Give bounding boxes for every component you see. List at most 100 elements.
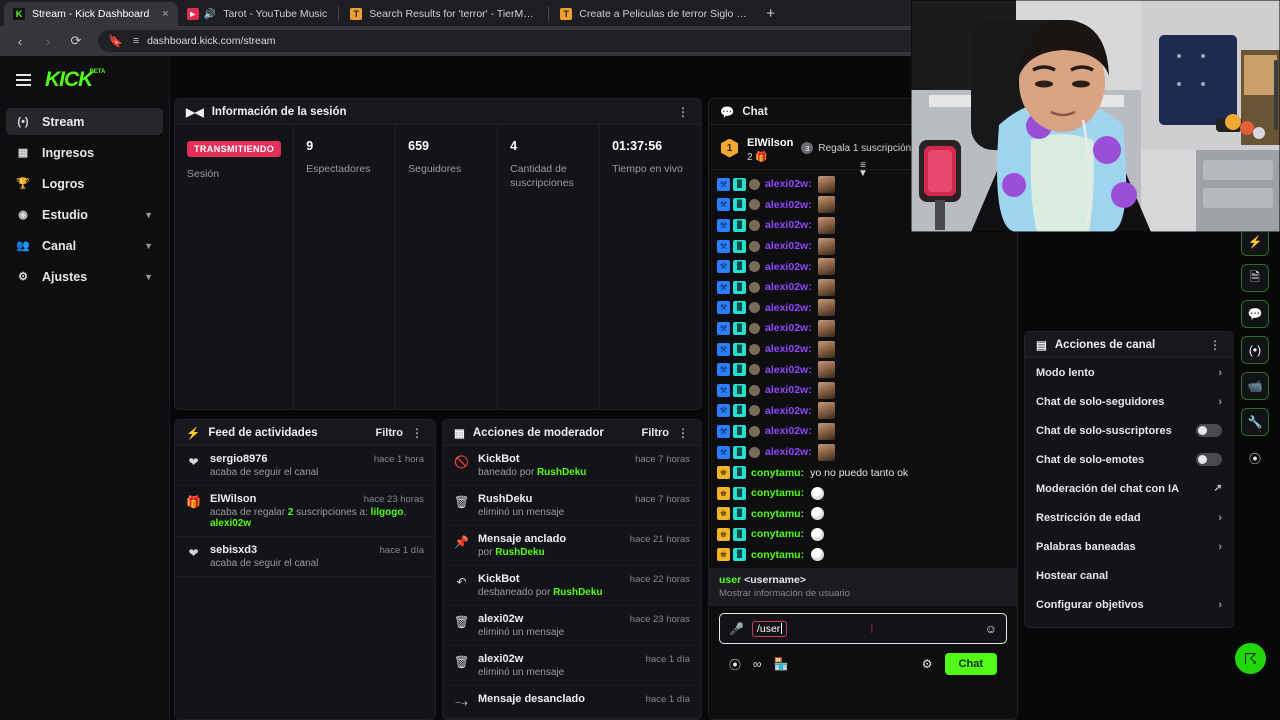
chat-message[interactable]: ♚ ▐▌ conytamu: xyxy=(709,524,1017,545)
broadcast-icon[interactable]: (•) xyxy=(1241,336,1269,364)
browser-tab-1[interactable]: ► 🔊 Tarot - YouTube Music xyxy=(178,2,337,26)
chat-username[interactable]: alexi02w: xyxy=(765,260,812,273)
external-link-icon: ↗ xyxy=(1213,483,1222,494)
chat-username[interactable]: alexi02w: xyxy=(765,404,812,417)
sidebar-item-stream[interactable]: (•) Stream xyxy=(6,108,163,135)
link-icon[interactable]: ∞ xyxy=(753,657,762,671)
sidebar-item-ingresos[interactable]: ▦ Ingresos xyxy=(6,139,163,166)
filter-button[interactable]: Filtro xyxy=(375,426,404,439)
nodes-icon[interactable]: ⦿ xyxy=(1248,451,1261,466)
channel-action-solo-emotes[interactable]: Chat de solo-emotes xyxy=(1025,445,1233,474)
channel-action-moderacion-ia[interactable]: Moderación del chat con IA ↗ xyxy=(1025,474,1233,503)
chat-message[interactable]: ⚒ ▐▌ alexi02w: xyxy=(709,401,1017,422)
toggle-switch[interactable] xyxy=(1196,424,1222,437)
browser-tab-2[interactable]: T Search Results for 'terror' - TierMake… xyxy=(341,2,546,26)
wrench-icon[interactable]: 🔧 xyxy=(1241,408,1269,436)
toggle-switch[interactable] xyxy=(1196,453,1222,466)
chat-message[interactable]: ⚒ ▐▌ alexi02w: xyxy=(709,236,1017,257)
site-settings-icon[interactable]: ≡ xyxy=(132,35,140,47)
more-options-icon[interactable]: ⋮ xyxy=(411,425,424,440)
send-chat-button[interactable]: Chat xyxy=(944,653,997,675)
chat-message[interactable]: ⚒ ▐▌ alexi02w: xyxy=(709,421,1017,442)
sidebar-item-canal[interactable]: 👥 Canal ▼ xyxy=(6,232,163,259)
close-icon[interactable]: × xyxy=(162,8,169,20)
menu-icon[interactable] xyxy=(16,74,31,86)
browser-tab-3[interactable]: T Create a Peliculas de terror Siglo 20 … xyxy=(551,2,756,26)
clip-camera-icon[interactable]: 📹 xyxy=(1241,372,1269,400)
pinned-gift-banner[interactable]: 1 ElWilson 2 🎁 3 Regala 1 suscripción pa… xyxy=(709,125,1017,179)
chat-username[interactable]: alexi02w: xyxy=(765,425,812,438)
collapse-icon[interactable]: ≡ ▼ xyxy=(858,160,868,179)
chat-message[interactable]: ⚒ ▐▌ alexi02w: xyxy=(709,174,1017,195)
bookmark-icon[interactable]: 🔖 xyxy=(108,34,123,48)
lightning-icon[interactable]: ⚡ xyxy=(1241,228,1269,256)
chat-message[interactable]: ⚒ ▐▌ alexi02w: xyxy=(709,277,1017,298)
chat-message[interactable]: ♚ ▐▌ conytamu: yo no puedo tanto ok xyxy=(709,462,1017,483)
chat-username[interactable]: alexi02w: xyxy=(765,178,812,191)
chat-username[interactable]: alexi02w: xyxy=(765,281,812,294)
kick-logo[interactable]: KICK BETA xyxy=(45,68,106,91)
more-options-icon[interactable]: ⋮ xyxy=(677,104,690,119)
new-tab-button[interactable]: + xyxy=(766,4,776,22)
channel-action-modo-lento[interactable]: Modo lento › xyxy=(1025,358,1233,387)
chat-message[interactable]: ♚ ▐▌ conytamu: xyxy=(709,545,1017,566)
chat-message[interactable]: ⚒ ▐▌ alexi02w: xyxy=(709,442,1017,463)
chat-username[interactable]: alexi02w: xyxy=(765,219,812,232)
filter-button[interactable]: Filtro xyxy=(641,426,670,439)
chat-message[interactable]: ⚒ ▐▌ alexi02w: xyxy=(709,359,1017,380)
support-bubble-icon[interactable]: ☈ xyxy=(1235,643,1266,674)
chat-message-list[interactable]: ⚒ ▐▌ alexi02w: ⚒ ▐▌ alexi02w: ⚒ ▐▌ alexi02w: ⚒ ▐▌ a… xyxy=(709,170,1017,568)
chat-username[interactable]: alexi02w: xyxy=(765,343,812,356)
webcam-scrollbar[interactable] xyxy=(1274,60,1278,130)
chat-username[interactable]: alexi02w: xyxy=(765,198,812,211)
gear-icon[interactable]: ⚙ xyxy=(921,657,933,671)
chat-message[interactable]: ⚒ ▐▌ alexi02w: xyxy=(709,380,1017,401)
chat-message[interactable]: ⚒ ▐▌ alexi02w: xyxy=(709,318,1017,339)
action-label: Moderación del chat con IA xyxy=(1036,482,1180,495)
forward-button[interactable]: › xyxy=(45,33,51,49)
chat-input[interactable]: 🎤 /user I ☺ xyxy=(719,613,1007,644)
channel-action-hostear-canal[interactable]: Hostear canal xyxy=(1025,561,1233,590)
sidebar-item-estudio[interactable]: ◉ Estudio ▼ xyxy=(6,201,163,228)
chat-message[interactable]: ⚒ ▐▌ alexi02w: xyxy=(709,195,1017,216)
identity-icon[interactable]: ⦿ xyxy=(729,657,742,672)
chat-message[interactable]: ⚒ ▐▌ alexi02w: xyxy=(709,256,1017,277)
back-button[interactable]: ‹ xyxy=(17,33,23,49)
command-suggestion[interactable]: user <username> Mostrar información de u… xyxy=(709,568,1017,606)
chat-username[interactable]: alexi02w: xyxy=(765,322,812,335)
stat-label: Cantidad de suscripciones xyxy=(510,163,574,190)
more-options-icon[interactable]: ⋮ xyxy=(1209,337,1222,352)
chat-username[interactable]: conytamu: xyxy=(751,548,805,561)
speaker-icon[interactable]: 🔊 xyxy=(203,8,217,20)
sidebar-item-logros[interactable]: 🏆 Logros xyxy=(6,170,163,197)
channel-action-palabras-baneadas[interactable]: Palabras baneadas › xyxy=(1025,532,1233,561)
channel-action-configurar-objetivos[interactable]: Configurar objetivos › xyxy=(1025,590,1233,619)
chat-username[interactable]: conytamu: xyxy=(751,466,805,479)
chat-bubble-icon: 💬 xyxy=(720,106,735,119)
browser-tab-0[interactable]: K Stream - Kick Dashboard × xyxy=(4,2,178,26)
chat-message[interactable]: ♚ ▐▌ conytamu: xyxy=(709,504,1017,525)
sidebar-item-ajustes[interactable]: ⚙ Ajustes ▼ xyxy=(6,263,163,290)
channel-action-restriccion-edad[interactable]: Restricción de edad › xyxy=(1025,503,1233,532)
chat-username[interactable]: alexi02w: xyxy=(765,363,812,376)
chat-bubble-icon[interactable]: 💬 xyxy=(1241,300,1269,328)
notes-icon[interactable]: 🗎 xyxy=(1241,264,1269,292)
chat-username[interactable]: alexi02w: xyxy=(765,384,812,397)
chat-username[interactable]: alexi02w: xyxy=(765,301,812,314)
chat-message[interactable]: ⚒ ▐▌ alexi02w: xyxy=(709,215,1017,236)
chat-username[interactable]: conytamu: xyxy=(751,487,805,500)
chat-username[interactable]: conytamu: xyxy=(751,528,805,541)
channel-action-solo-suscriptores[interactable]: Chat de solo-suscriptores xyxy=(1025,416,1233,445)
chat-username[interactable]: alexi02w: xyxy=(765,446,812,459)
microphone-icon[interactable]: 🎤 xyxy=(729,621,744,636)
emoji-icon[interactable]: ☺ xyxy=(984,621,997,636)
chat-message[interactable]: ♚ ▐▌ conytamu: xyxy=(709,483,1017,504)
chat-message[interactable]: ⚒ ▐▌ alexi02w: xyxy=(709,298,1017,319)
chat-username[interactable]: conytamu: xyxy=(751,507,805,520)
channel-action-solo-seguidores[interactable]: Chat de solo-seguidores › xyxy=(1025,387,1233,416)
store-icon[interactable]: 🏪 xyxy=(773,657,789,671)
reload-button[interactable]: ⟳ xyxy=(70,33,82,48)
chat-message[interactable]: ⚒ ▐▌ alexi02w: xyxy=(709,339,1017,360)
more-options-icon[interactable]: ⋮ xyxy=(677,425,690,440)
chat-username[interactable]: alexi02w: xyxy=(765,240,812,253)
